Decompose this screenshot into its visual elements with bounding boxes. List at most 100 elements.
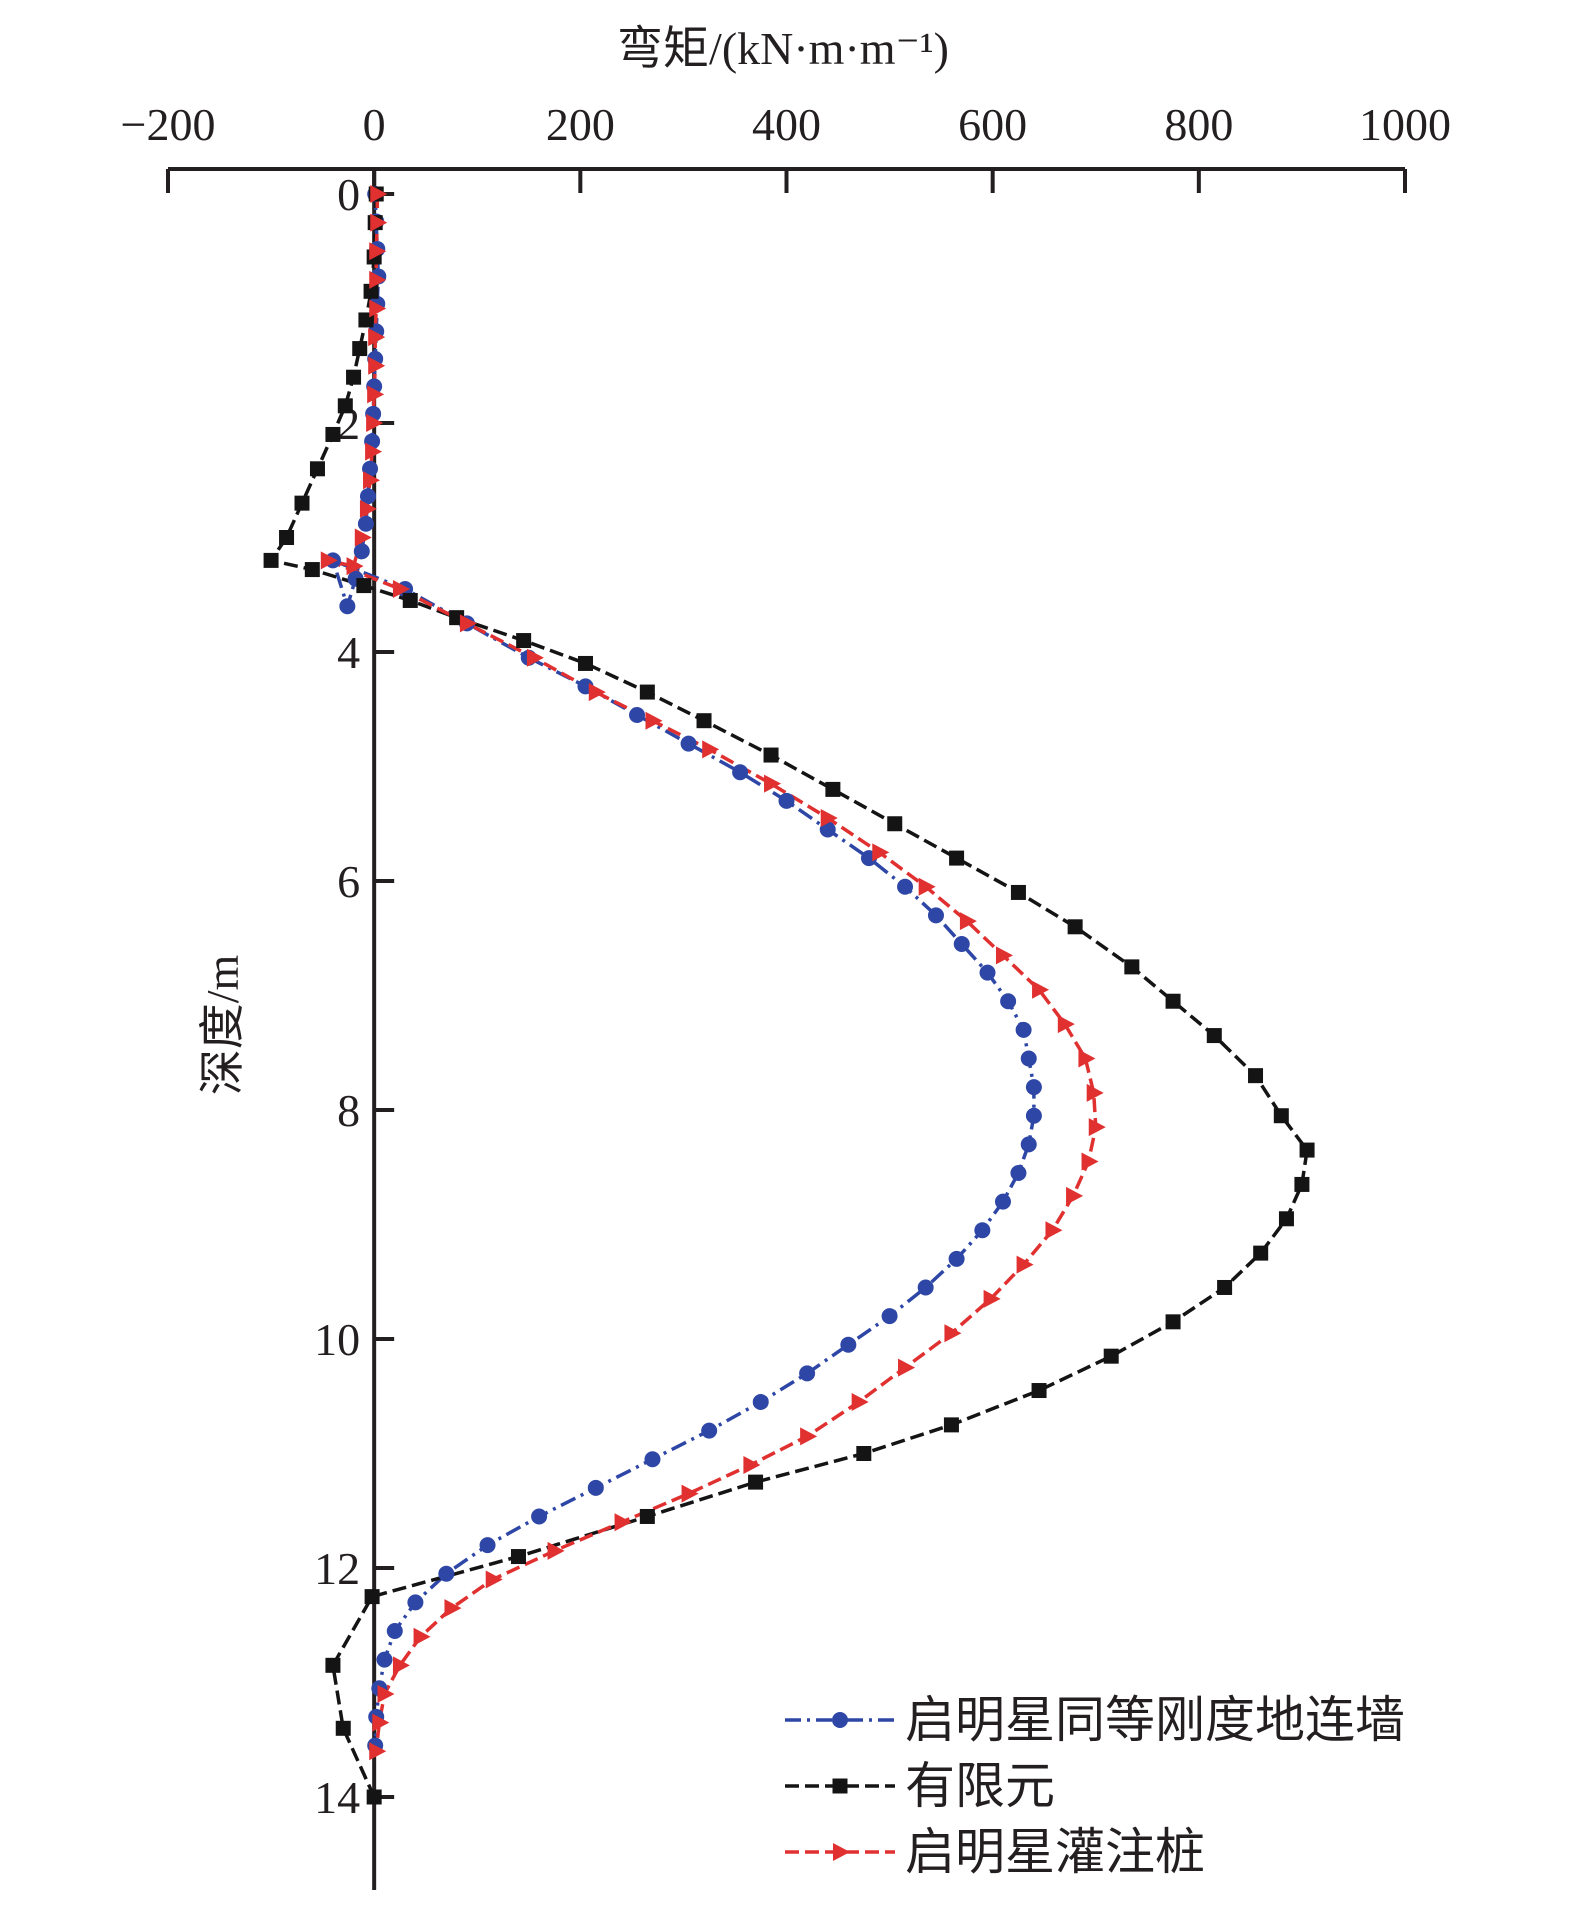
data-point <box>1020 1050 1037 1067</box>
x-tick-label: −200 <box>121 99 216 150</box>
data-point <box>531 1508 548 1525</box>
data-point <box>629 706 646 723</box>
legend-marker-2 <box>833 1843 850 1861</box>
data-point <box>510 1549 526 1565</box>
data-point <box>1103 1348 1119 1364</box>
data-point <box>359 499 377 518</box>
data-point <box>872 843 890 862</box>
data-point <box>743 1455 761 1474</box>
data-point <box>983 1289 1001 1308</box>
legend-marker-1 <box>832 1778 848 1794</box>
data-point <box>368 356 386 375</box>
data-point <box>335 1720 351 1736</box>
data-point <box>369 1742 387 1761</box>
data-point <box>645 711 663 730</box>
data-point <box>346 369 362 385</box>
data-point <box>881 1308 898 1325</box>
x-tick-label: 600 <box>958 99 1027 150</box>
data-point <box>820 809 838 828</box>
data-point <box>917 1279 934 1296</box>
data-point <box>1299 1142 1315 1158</box>
data-point <box>372 1713 390 1732</box>
data-point <box>362 460 379 477</box>
data-point <box>614 1513 632 1532</box>
data-point <box>1253 1245 1269 1261</box>
data-point <box>856 1446 872 1461</box>
data-point <box>1025 1107 1042 1124</box>
data-point <box>1025 1079 1042 1096</box>
data-point <box>1057 1015 1075 1034</box>
data-point <box>364 1589 380 1605</box>
data-point <box>1020 1136 1037 1153</box>
data-point <box>1081 1152 1099 1171</box>
data-point <box>263 552 279 568</box>
data-point <box>377 1684 395 1703</box>
data-point <box>587 1479 604 1496</box>
data-point <box>778 792 795 809</box>
data-point <box>547 1541 565 1560</box>
data-point <box>363 283 379 299</box>
data-point <box>279 530 295 545</box>
data-point <box>407 1594 424 1611</box>
data-point <box>485 1570 503 1589</box>
data-point <box>369 299 387 318</box>
data-point <box>1165 993 1181 1009</box>
data-point <box>294 495 310 511</box>
data-point <box>752 1393 769 1410</box>
data-point <box>320 551 338 570</box>
data-point <box>1010 1164 1027 1181</box>
data-point <box>959 912 977 931</box>
data-point <box>681 1484 699 1503</box>
data-point <box>732 764 749 781</box>
data-point <box>366 414 384 432</box>
legend-marker-0 <box>832 1712 848 1728</box>
data-point <box>1273 1108 1289 1124</box>
y-tick-label: 10 <box>314 1314 360 1365</box>
data-point <box>376 1651 393 1668</box>
data-point <box>1067 919 1083 935</box>
data-point <box>588 683 606 702</box>
data-point <box>887 816 903 832</box>
data-point <box>1206 1028 1222 1044</box>
data-point <box>370 185 388 203</box>
data-point <box>1031 1383 1047 1399</box>
data-point <box>1086 1083 1104 1102</box>
data-point <box>851 1392 869 1411</box>
x-tick-label: 1000 <box>1359 99 1451 150</box>
data-point <box>369 270 387 289</box>
data-point <box>402 592 418 608</box>
data-point <box>526 648 544 667</box>
data-point <box>1278 1211 1294 1227</box>
data-point <box>363 471 381 490</box>
data-point <box>680 735 697 752</box>
data-point <box>696 713 712 729</box>
data-point <box>325 1657 341 1673</box>
data-point <box>1066 1186 1084 1205</box>
data-point <box>1000 993 1017 1010</box>
data-point <box>994 1193 1011 1210</box>
y-tick-label: 4 <box>337 627 360 678</box>
data-point <box>354 528 372 547</box>
data-point <box>819 821 836 838</box>
series-line-1 <box>268 193 1309 1798</box>
data-point <box>577 655 593 671</box>
data-point <box>1124 959 1140 975</box>
series-markers-0 <box>324 186 1042 1754</box>
y-tick-label: 8 <box>337 1085 360 1136</box>
data-point <box>918 877 936 896</box>
series-markers-1 <box>263 186 1315 1805</box>
x-tick-label: 800 <box>1164 99 1233 150</box>
data-point <box>748 1474 764 1490</box>
data-point <box>1248 1068 1264 1084</box>
data-point <box>1165 1314 1181 1330</box>
data-point <box>1294 1176 1310 1192</box>
data-point <box>764 774 782 793</box>
data-point <box>479 1537 496 1554</box>
data-point <box>365 442 383 461</box>
data-point <box>438 1565 455 1582</box>
data-point <box>353 543 370 560</box>
series-line-0 <box>330 193 1036 1746</box>
data-point <box>386 1622 403 1639</box>
